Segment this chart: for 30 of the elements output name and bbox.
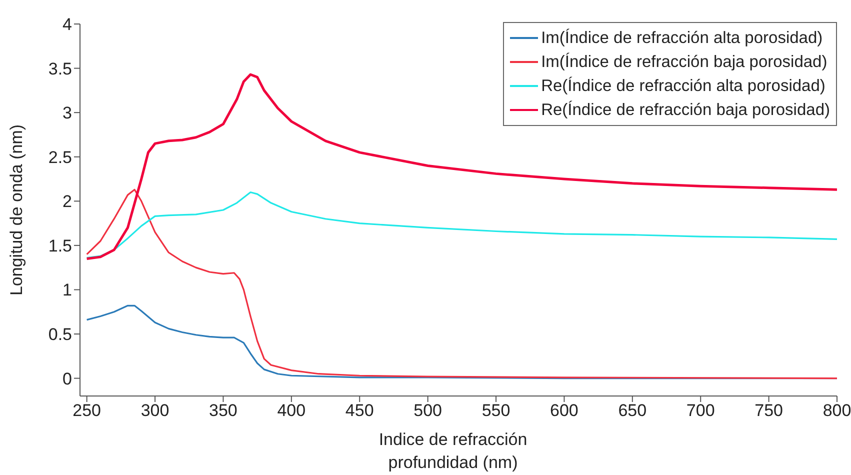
- legend-label: Im(Índice de refracción baja porosidad): [541, 52, 828, 73]
- x-axis-title: Indice de refracción profundidad (nm): [378, 429, 528, 474]
- x-tick-label: 350: [209, 401, 238, 420]
- x-tick-label: 800: [822, 401, 851, 420]
- line-series: [86, 73, 837, 260]
- y-tick-label: 3.5: [48, 59, 72, 78]
- y-tick-label: 2.5: [48, 148, 72, 167]
- y-tick-label: 2: [62, 192, 72, 212]
- x-tick-label: 500: [414, 401, 442, 420]
- y-tick-label: 0.5: [48, 325, 72, 344]
- x-tick-label: 450: [345, 401, 374, 420]
- legend-label: Re(Índice de refracción baja porosidad): [541, 100, 830, 121]
- y-tick-label: 4: [62, 15, 72, 34]
- x-tick-label: 700: [686, 401, 715, 420]
- line-series: [86, 188, 837, 380]
- x-tick-label: 600: [550, 401, 578, 420]
- y-tick-label: 1.5: [48, 236, 72, 256]
- y-tick-label: 0: [62, 369, 72, 388]
- y-tick-label: 1: [62, 280, 72, 300]
- x-tick-label: 300: [140, 401, 170, 420]
- legend-label: Im(Índice de refracción alta porosidad): [541, 28, 823, 49]
- x-tick-label: 750: [754, 401, 783, 420]
- y-axis-title: Longitud de onda (nm): [7, 124, 26, 296]
- y-tick-label: 3: [62, 104, 72, 123]
- legend-label: Re(Índice de refracción alta porosidad): [541, 76, 826, 97]
- x-tick-label: 400: [277, 401, 306, 420]
- x-tick-label: 250: [72, 401, 102, 420]
- x-tick-label: 550: [482, 401, 510, 420]
- line-series: [86, 191, 837, 259]
- x-tick-label: 650: [618, 401, 647, 420]
